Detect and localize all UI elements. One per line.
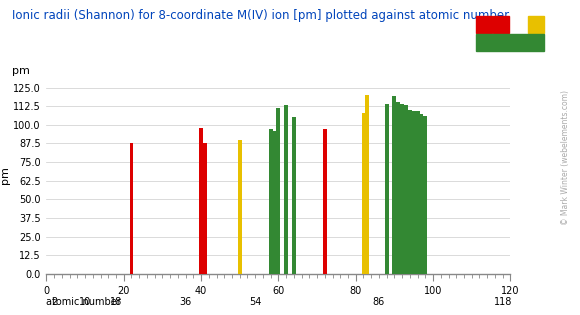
Bar (419, 114, 423, 274)
Bar (284, 106, 288, 274)
Text: Ionic radii (Shannon) for 8-coordinate M(IV) ion [pm] plotted against atomic num: Ionic radii (Shannon) for 8-coordinate M… (12, 9, 509, 22)
Bar (203, 143, 207, 274)
Bar (238, 140, 242, 274)
Bar (416, 112, 419, 274)
Text: 86: 86 (373, 297, 385, 307)
Text: 54: 54 (249, 297, 262, 307)
Bar (277, 108, 280, 274)
Bar (323, 129, 327, 274)
Bar (199, 128, 203, 274)
Text: 36: 36 (179, 297, 192, 307)
Bar (273, 131, 277, 274)
Bar (412, 112, 416, 274)
Bar (361, 113, 365, 274)
Bar (365, 95, 369, 274)
Bar (408, 110, 412, 274)
Bar (129, 143, 133, 274)
Text: atomic number: atomic number (46, 297, 121, 307)
Text: © Mark Winter (webelements.com): © Mark Winter (webelements.com) (561, 90, 570, 225)
Bar (385, 104, 389, 274)
Text: 10: 10 (79, 297, 91, 307)
Bar (393, 96, 396, 274)
Text: 2: 2 (51, 297, 57, 307)
Bar (404, 106, 408, 274)
Text: 18: 18 (110, 297, 122, 307)
Text: pm: pm (12, 66, 30, 76)
Y-axis label: pm: pm (1, 166, 10, 184)
Bar (292, 117, 296, 274)
Text: 118: 118 (494, 297, 512, 307)
Bar (269, 129, 273, 274)
Bar (396, 102, 400, 274)
Bar (423, 116, 427, 274)
Bar (400, 104, 404, 274)
